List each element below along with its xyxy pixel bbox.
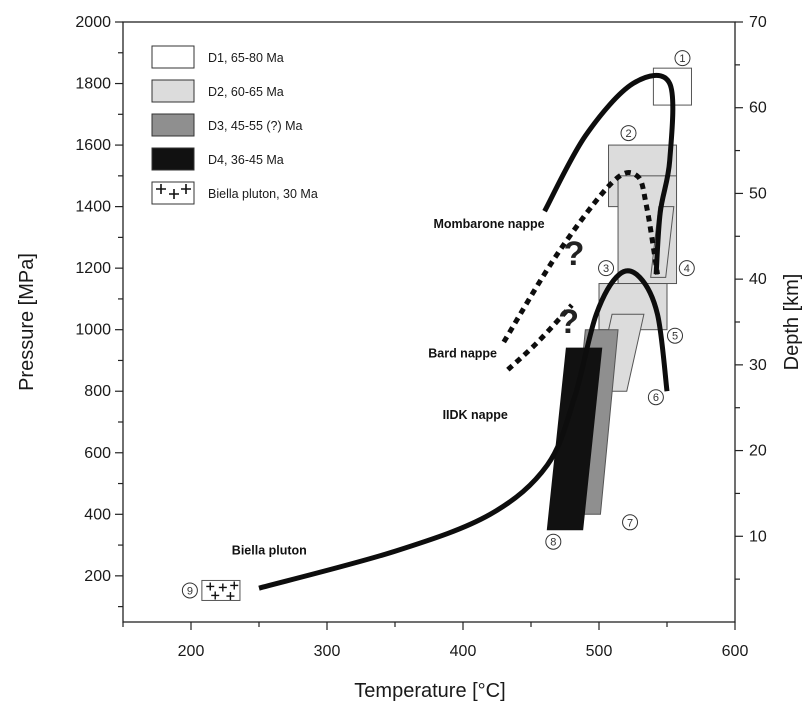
annotations: 1 2 3 4 5 6 7 8 9 Mombarone nappe Bard nappe IIDK n… [181,50,695,599]
question-mark: ? [558,303,579,341]
biella-cross [226,592,235,601]
y2-tick-label: 50 [749,185,767,202]
nappe-label: Mombarone nappe [433,217,544,231]
y-tick-label: 400 [84,506,111,523]
x-tick-label: 200 [178,643,205,660]
legend-swatch [151,79,195,103]
legend-label: D4, 36-45 Ma [208,153,284,167]
biella-cross [218,583,227,592]
legend-cross [156,184,166,194]
x-tick-label: 600 [722,643,749,660]
box-number-label: 9 [187,585,193,597]
y-axis-title: Pressure [MPa] [16,253,38,391]
y-tick-label: 600 [84,445,111,462]
box-number-label: 7 [627,517,633,529]
y-tick-label: 1200 [75,260,111,277]
x-axis-title: Temperature [°C] [354,680,505,702]
y-tick-label: 1600 [75,137,111,154]
y2-tick-label: 40 [749,271,767,288]
y-tick-label: 800 [84,383,111,400]
nappe-label: IIDK nappe [443,408,508,422]
biella-cross [206,582,215,591]
box-number-circle [622,514,639,531]
pt-path-mombarone-nappe [542,72,676,275]
box-number-circle [674,50,691,67]
pt-path-bard-nappe-dashed [501,170,660,344]
y2-axis-title: Depth [km] [781,274,803,371]
nappe-label: Bard nappe [428,346,497,360]
legend-swatch [151,113,195,137]
legend-swatch [151,147,195,171]
box-number-label: 4 [684,263,690,275]
box-number-circle [545,533,562,550]
box-number-label: 2 [625,128,631,140]
legend-label: D1, 65-80 Ma [208,51,284,65]
box-number-label: 1 [679,53,685,65]
legend-label: D3, 45-55 (?) Ma [208,119,303,133]
y2-tick-label: 70 [749,14,767,31]
box-number-circle [647,389,664,406]
box-number-label: 8 [550,537,556,549]
pt-boxes [201,67,692,601]
y-tick-label: 200 [84,568,111,585]
pt-paths [258,72,676,591]
pt-path-iidk-nappe [258,268,670,591]
y2-tick-label: 60 [749,100,767,117]
box-number-circle [620,125,637,142]
legend-label: Biella pluton, 30 Ma [208,187,318,201]
y-tick-label: 1400 [75,199,111,216]
x-tick-label: 300 [314,643,341,660]
legend-cross [169,189,179,199]
nappe-label: Biella pluton [232,543,307,557]
biella-cross [230,581,239,590]
box-number-label: 6 [653,392,659,404]
box-number-circle [598,260,615,277]
question-mark: ? [564,235,585,273]
y-tick-label: 1000 [75,322,111,339]
legend: D1, 65-80 Ma D2, 60-65 Ma D3, 45-55 (?) Ma… [151,45,318,205]
pt-path-iidk-nappe-dashed [506,303,574,372]
box-number-circle [667,327,683,344]
x-tick-label: 500 [586,643,613,660]
y-tick-label: 2000 [75,14,111,31]
box-number-label: 3 [603,263,609,275]
y2-tick-label: 30 [749,357,767,374]
legend-label: D2, 60-65 Ma [208,85,284,99]
x-tick-label: 400 [450,643,477,660]
y2-tick-label: 20 [749,443,767,460]
axes: 200 300 400 500 600 200 400 600 800 1000 1200 1400 1… [75,14,766,660]
box-number-circle [678,260,695,277]
biella-cross [211,591,220,600]
box-number-circle [181,582,198,599]
pt-box-8 [546,347,603,531]
legend-swatch [151,45,195,69]
box-number-label: 5 [672,331,678,343]
legend-swatch [151,181,195,205]
y2-tick-label: 10 [749,528,767,545]
legend-cross [181,184,191,194]
y-tick-label: 1800 [75,76,111,93]
